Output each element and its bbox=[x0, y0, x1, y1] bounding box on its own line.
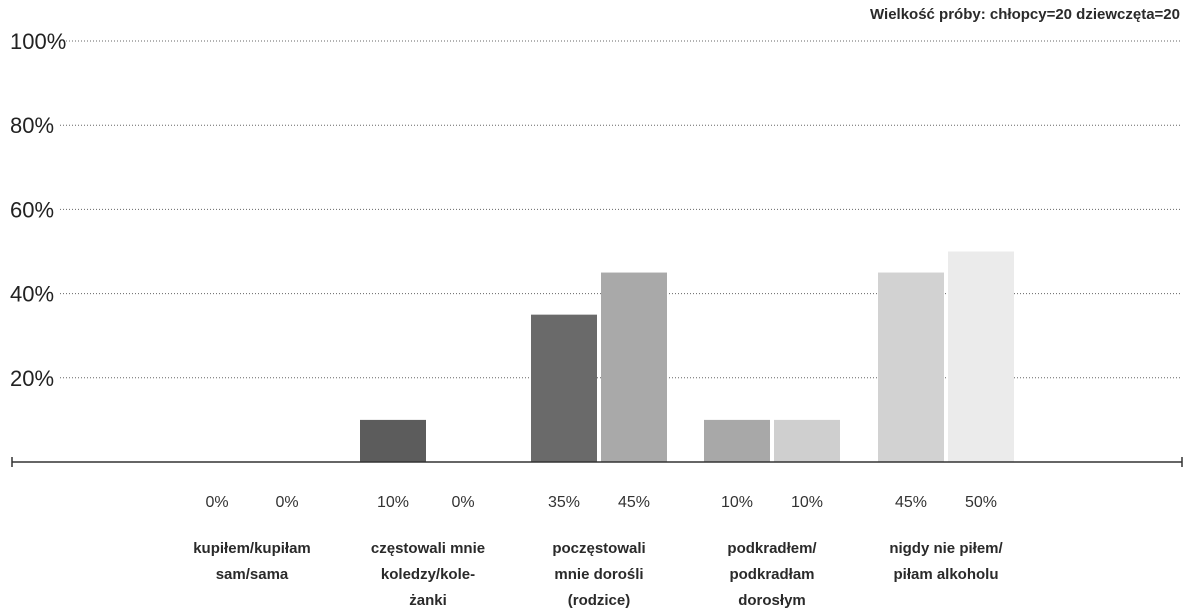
category-label: żanki bbox=[409, 592, 447, 609]
data-label: 45% bbox=[895, 494, 927, 511]
y-tick-label: 100% bbox=[10, 29, 66, 54]
y-tick-label: 80% bbox=[10, 113, 54, 138]
bar bbox=[704, 419, 770, 462]
y-tick-label: 20% bbox=[10, 366, 54, 391]
category-label: mnie dorośli bbox=[554, 566, 643, 583]
category-label: nigdy nie piłem/ bbox=[889, 540, 1003, 557]
y-tick-label: 40% bbox=[10, 282, 54, 307]
category-label: (rodzice) bbox=[568, 592, 631, 609]
category-label: koledzy/kole- bbox=[381, 566, 475, 583]
category-label: podkradłam bbox=[729, 566, 814, 583]
bar bbox=[531, 314, 597, 462]
category-label: częstowali mnie bbox=[371, 540, 485, 557]
category-label: dorosłym bbox=[738, 592, 806, 609]
bar bbox=[360, 419, 426, 462]
data-label: 10% bbox=[377, 494, 409, 511]
data-label: 0% bbox=[451, 494, 474, 511]
bar bbox=[774, 419, 840, 462]
sample-size-note: Wielkość próby: chłopcy=20 dziewczęta=20 bbox=[870, 6, 1180, 23]
data-label: 50% bbox=[965, 494, 997, 511]
category-label: piłam alkoholu bbox=[893, 566, 998, 583]
bar bbox=[878, 272, 944, 462]
data-label: 0% bbox=[275, 494, 298, 511]
category-label: poczęstowali bbox=[552, 540, 645, 557]
data-label: 10% bbox=[791, 494, 823, 511]
data-label: 45% bbox=[618, 494, 650, 511]
category-label: podkradłem/ bbox=[727, 540, 817, 557]
bar bbox=[948, 251, 1014, 462]
bar bbox=[601, 272, 667, 462]
category-label: sam/sama bbox=[216, 566, 289, 583]
data-label: 10% bbox=[721, 494, 753, 511]
data-label: 35% bbox=[548, 494, 580, 511]
y-tick-label: 60% bbox=[10, 197, 54, 222]
category-label: kupiłem/kupiłam bbox=[193, 540, 311, 557]
data-label: 0% bbox=[205, 494, 228, 511]
